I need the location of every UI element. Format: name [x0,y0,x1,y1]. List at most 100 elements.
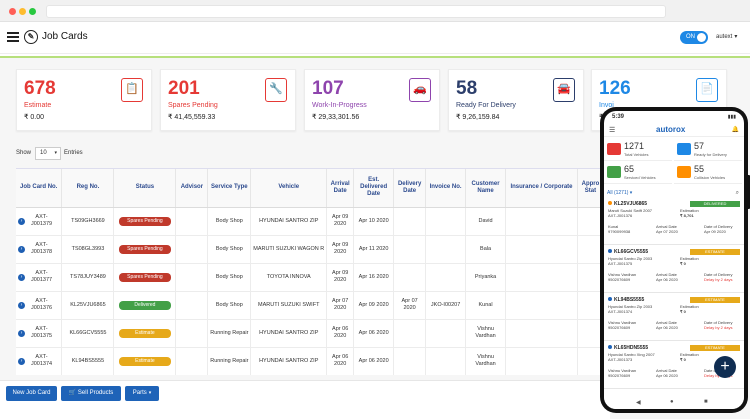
expand-row-icon[interactable]: › [18,246,25,254]
job-card-number[interactable]: AXT-J001377 [30,270,53,283]
cell-service: Running Repair [207,347,252,375]
stat-card[interactable]: 58 Ready For Delivery ₹ 9,26,159.84 🚘 [448,69,584,131]
column-header[interactable]: Status [113,169,177,208]
phone-list-item[interactable]: KL65HDN5555 ESTIMATE Hyundai Santro Xing 2… [604,343,744,389]
address-bar[interactable] [46,5,666,18]
entries-select[interactable]: 10 ▾ [35,147,61,160]
cell-invoice [425,235,467,264]
menu-icon[interactable] [7,32,19,42]
phone-search-icon[interactable]: ⌕ [735,190,739,196]
job-card-number[interactable]: AXT-J001379 [30,214,53,227]
stat-card[interactable]: 107 Work-In-Progress ₹ 29,33,301.56 🚗 [304,69,440,131]
column-header[interactable]: Appro Stat [577,169,604,208]
stat-label: Estimate [24,102,52,109]
phone-stat[interactable]: 55 Collision Vehicles [674,162,742,184]
minimize-window-dot[interactable] [19,8,26,15]
cell-appro [577,263,604,292]
phone-customer-phone: 9502076609 [608,373,631,378]
stat-amount: ₹ 29,33,301.56 [312,114,360,121]
phone-nav-bar: ◀ ● ■ [604,397,744,409]
chevron-down-icon: ▾ [734,34,738,40]
phone-time: 5:39 [612,114,625,120]
stat-card[interactable]: 678 Estimate ₹ 0.00 📋 [16,69,152,131]
table-row[interactable]: › AXT-J001375 KL66GCV5555 Estimate Running … [16,319,604,348]
phone-delivery-label: Date of Delivery [704,272,733,277]
phone-reg-no: KL66GCV5555 [614,249,649,255]
browser-chrome [0,0,750,22]
expand-row-icon[interactable]: › [18,274,25,282]
cell-insurance [505,263,578,292]
phone-menu-icon[interactable]: ☰ [609,127,616,134]
phone-filter-dropdown[interactable]: All (1271) ▾ [607,190,633,196]
close-window-dot[interactable] [9,8,16,15]
new-job-card-button[interactable]: New Job Card [6,386,57,401]
table-row[interactable]: › AXT-J001374 KL94BS5555 Estimate Running R… [16,347,604,375]
car-lift-icon: 🚗 [409,78,431,102]
expand-row-icon[interactable]: › [18,302,25,310]
expand-row-icon[interactable]: › [18,330,25,338]
phone-stat[interactable]: 57 Ready for Delivery [674,139,742,161]
back-nav-icon[interactable]: ◀ [636,400,641,406]
job-card-number[interactable]: AXT-J001374 [30,354,53,367]
recents-nav-icon[interactable]: ■ [704,399,708,405]
phone-reg-no: KL25VJU6865 [614,201,648,207]
cell-reg: KL25VJU6865 [61,291,115,320]
column-header[interactable]: Reg No. [61,169,115,208]
job-card-number[interactable]: AXT-J001378 [30,242,53,255]
cell-invoice [425,319,467,348]
column-header[interactable]: Service Type [207,169,252,208]
expand-row-icon[interactable]: › [18,218,25,226]
bell-icon[interactable]: 🔔 [731,127,739,133]
maximize-window-dot[interactable] [29,8,36,15]
expand-row-icon[interactable]: › [18,358,25,366]
cell-arrival: Apr 06 2020 [326,347,355,375]
cell-reg: TS09GH3669 [61,207,115,236]
table-row[interactable]: › AXT-J001377 TS78JUY3489 Spares Pending Bo… [16,263,604,292]
column-header[interactable]: Advisor [175,169,209,208]
table-row[interactable]: › AXT-J001376 KL25VJU6865 Delivered Body Sh… [16,291,604,320]
phone-stat[interactable]: 65 Serviced Vehicles [604,162,672,184]
phone-list-item[interactable]: KL66GCV5555 ESTIMATE Hyundai Santro Zip 20… [604,247,744,293]
home-nav-icon[interactable]: ● [670,399,674,405]
column-header[interactable]: Delivery Date [393,169,427,208]
phone-stat-count: 65 [624,164,635,174]
column-header[interactable]: Vehicle [250,169,328,208]
cell-invoice: JKO-I00207 [425,291,467,320]
cell-invoice [425,347,467,375]
parts-label: Parts [132,390,147,396]
column-header[interactable]: Job Card No. [16,169,63,208]
job-card-number[interactable]: AXT-J001376 [30,298,53,311]
column-header[interactable]: Arrival Date [326,169,355,208]
stat-count: 107 [312,78,344,99]
cell-service: Body Shop [207,291,252,320]
stat-amount: ₹ 9,26,159.84 [456,114,500,121]
column-header[interactable]: Customer Name [465,169,507,208]
sell-products-button[interactable]: 🛒 Sell Products [61,386,121,401]
on-off-toggle[interactable]: ON [680,31,708,44]
cell-customer: David [465,207,507,236]
vehicle-icon [607,143,621,155]
job-card-number[interactable]: AXT-J001375 [30,326,53,339]
phone-list-item[interactable]: KL94BS5555 ESTIMATE Hyundai Santro Zip 200… [604,295,744,341]
phone-stat-label: Serviced Vehicles [624,175,656,180]
add-fab-button[interactable]: + [714,356,736,378]
parts-button[interactable]: Parts ▾ [125,386,159,401]
user-menu[interactable]: autext ▾ [716,33,737,40]
phone-stat[interactable]: 1271 Total Vehicles [604,139,672,161]
user-name: autext [716,34,733,40]
status-dot [608,201,612,205]
cell-advisor [175,263,209,292]
phone-job-id: AXT-J001374 [608,309,633,314]
cell-est: Apr 16 2020 [353,263,395,292]
column-header[interactable]: Est. Delivered Date [353,169,395,208]
cell-delivery: Apr 07 2020 [393,291,427,320]
column-header[interactable]: Insurance / Corporate [505,169,578,208]
phone-list-item[interactable]: KL25VJU6865 DELIVERED Maruti Suzuki Swift … [604,199,744,245]
cell-delivery [393,263,427,292]
column-header[interactable]: Invoice No. [425,169,467,208]
table-row[interactable]: › AXT-J001378 TS08GL3993 Spares Pending Bod… [16,235,604,264]
cell-est: Apr 10 2020 [353,207,395,236]
table-row[interactable]: › AXT-J001379 TS09GH3669 Spares Pending Bod… [16,207,604,236]
stat-card[interactable]: 201 Spares Pending ₹ 41,45,559.33 🔧 [160,69,296,131]
cell-vehicle: HYUNDAI SANTRO ZIP [250,319,328,348]
